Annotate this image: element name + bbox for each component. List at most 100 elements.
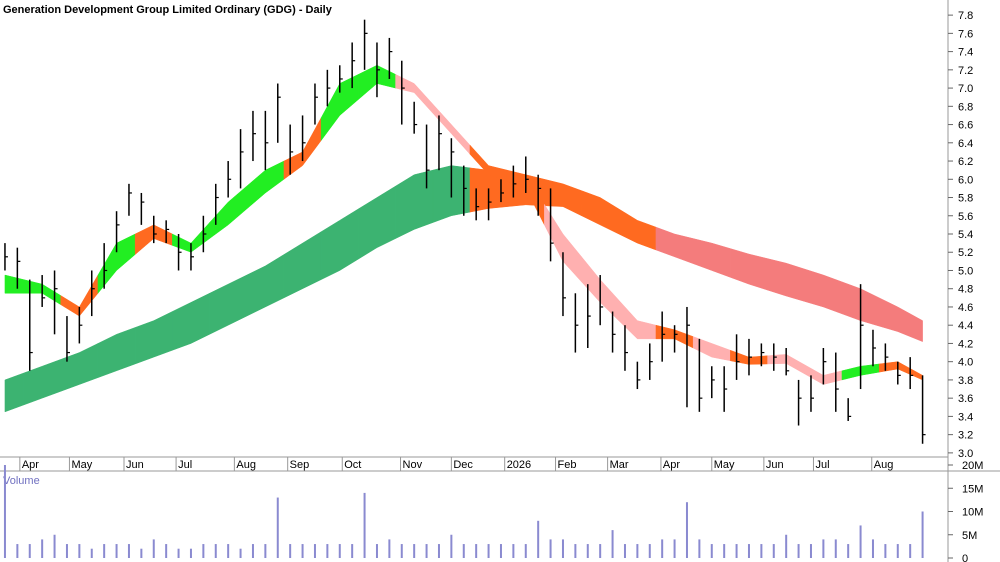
volume-bar	[140, 548, 143, 558]
volume-bar	[710, 544, 713, 558]
x-tick-label: Oct	[344, 459, 361, 471]
volume-bar	[623, 544, 626, 558]
volume-bar	[289, 544, 292, 558]
volume-bar	[239, 548, 242, 558]
x-tick-label: 2026	[507, 459, 531, 471]
volume-bar	[152, 539, 155, 558]
volume-bar	[673, 539, 676, 558]
y-tick-label: 7.8	[958, 10, 973, 22]
volume-bar	[698, 539, 701, 558]
y-tick-label: 5.8	[958, 193, 973, 205]
y-tick-label: 5.4	[958, 229, 973, 241]
volume-bar	[437, 544, 440, 558]
volume-bar	[462, 544, 465, 558]
y-tick-label: 4.2	[958, 338, 973, 350]
volume-bar	[896, 544, 899, 558]
x-tick-label: Jul	[178, 459, 192, 471]
y-tick-label: 7.6	[958, 28, 973, 40]
y-tick-label: 5.6	[958, 211, 973, 223]
volume-bar	[524, 544, 527, 558]
chart-title: Generation Development Group Limited Ord…	[3, 4, 333, 16]
volume-bar	[425, 544, 428, 558]
y-tick-label: 3.2	[958, 430, 973, 442]
volume-bar	[450, 534, 453, 558]
y-tick-label: 7.4	[958, 47, 973, 59]
volume-bar	[909, 544, 912, 558]
x-tick-label: Jun	[126, 459, 144, 471]
volume-bar	[685, 502, 688, 558]
y-tick-label: 7.2	[958, 65, 973, 77]
volume-tick-label: 5M	[962, 530, 977, 542]
volume-bar	[251, 544, 254, 558]
volume-bar	[871, 539, 874, 558]
volume-bar	[648, 544, 651, 558]
volume-bar	[561, 539, 564, 558]
volume-bar	[363, 492, 366, 558]
volume-title: Volume	[3, 475, 40, 487]
volume-bar	[115, 544, 118, 558]
y-tick-label: 5.0	[958, 265, 973, 277]
volume-bar	[388, 539, 391, 558]
volume-bar	[127, 544, 130, 558]
volume-bar	[537, 520, 540, 558]
volume-bar	[847, 544, 850, 558]
x-tick-label: Sep	[290, 459, 310, 471]
volume-bar	[661, 539, 664, 558]
volume-bar	[189, 548, 192, 558]
x-tick-label: Aug	[236, 459, 256, 471]
volume-bar	[351, 544, 354, 558]
y-tick-label: 6.4	[958, 138, 973, 150]
volume-bar	[859, 525, 862, 558]
x-tick-label: Nov	[403, 459, 423, 471]
x-tick-label: Feb	[558, 459, 577, 471]
x-tick-label: Apr	[663, 459, 680, 471]
volume-bar	[78, 544, 81, 558]
volume-bar	[574, 544, 577, 558]
x-tick-label: Apr	[22, 459, 39, 471]
volume-bar	[338, 544, 341, 558]
volume-bar	[636, 544, 639, 558]
volume-bar	[772, 544, 775, 558]
volume-bar	[499, 544, 502, 558]
band-segment	[4, 372, 24, 413]
y-tick-label: 4.8	[958, 284, 973, 296]
volume-bar	[326, 544, 329, 558]
volume-bar	[53, 534, 56, 558]
volume-tick-label: 20M	[962, 460, 983, 472]
volume-bar	[3, 465, 6, 558]
volume-bar	[28, 544, 31, 558]
volume-bar	[301, 544, 304, 558]
volume-bar	[834, 539, 837, 558]
volume-bar	[16, 544, 19, 558]
volume-bar	[512, 544, 515, 558]
x-tick-label: May	[71, 459, 92, 471]
volume-bar	[165, 544, 168, 558]
volume-bar	[313, 544, 316, 558]
y-tick-label: 6.6	[958, 120, 973, 132]
x-tick-label: Dec	[453, 459, 473, 471]
volume-bar	[723, 544, 726, 558]
x-tick-label: Aug	[874, 459, 894, 471]
volume-bar	[611, 530, 614, 558]
y-tick-label: 6.0	[958, 174, 973, 186]
volume-bar	[549, 539, 552, 558]
volume-bar	[202, 544, 205, 558]
volume-tick-label: 0	[962, 553, 968, 562]
y-tick-label: 6.8	[958, 101, 973, 113]
y-tick-label: 4.6	[958, 302, 973, 314]
y-tick-label: 5.2	[958, 247, 973, 259]
volume-bar	[884, 544, 887, 558]
volume-tick-label: 15M	[962, 483, 983, 495]
volume-bar	[747, 544, 750, 558]
volume-bar	[214, 544, 217, 558]
y-tick-label: 3.8	[958, 375, 973, 387]
volume-bar	[413, 544, 416, 558]
volume-bar	[822, 539, 825, 558]
volume-bar	[487, 544, 490, 558]
volume-bar	[103, 544, 106, 558]
band-segment	[909, 313, 923, 342]
y-tick-label: 7.0	[958, 83, 973, 95]
y-tick-label: 3.4	[958, 411, 973, 423]
